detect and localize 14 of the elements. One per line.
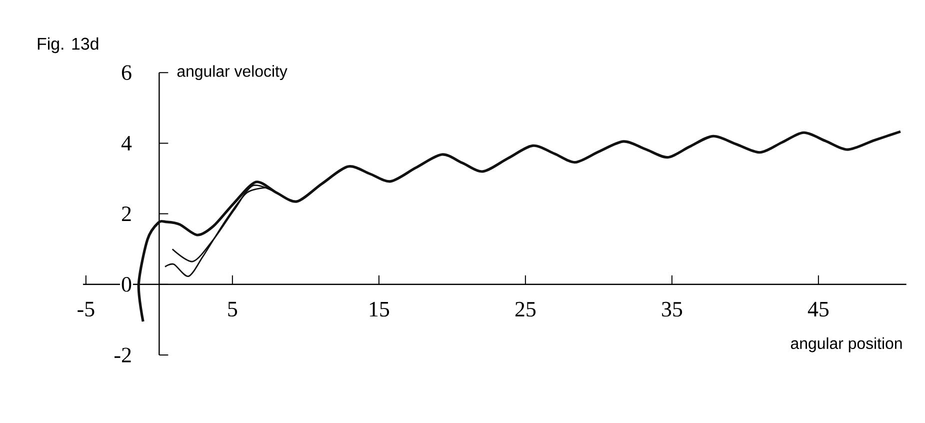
x-tick-label: -5 [78,302,94,316]
y-axis-title: angular velocity [177,65,288,80]
x-tick-label: 5 [228,302,238,316]
x-tick-label: 15 [370,302,390,317]
x-tick-label: 45 [808,302,829,317]
y-tick-label: -2 [114,348,131,362]
y-tick-label: 6 [122,65,132,80]
y-tick-label: 4 [121,136,132,150]
x-tick-label: 35 [662,302,682,317]
y-tick-label: 2 [122,206,131,222]
x-axis-title: angular position [790,337,902,352]
x-tick-label: 25 [515,302,536,317]
chart-title: Fig. 13d [38,37,98,54]
y-tick-label: 0 [122,277,132,292]
